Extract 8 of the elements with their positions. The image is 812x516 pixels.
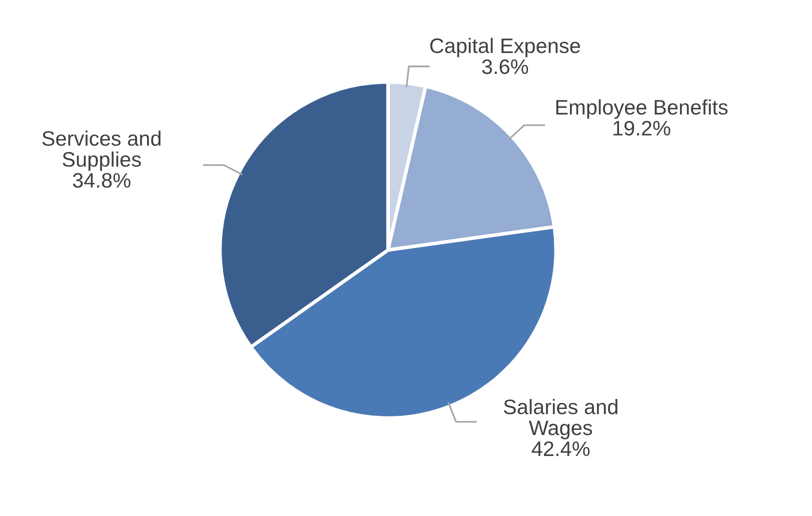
slice-label: Capital Expense [430, 38, 580, 58]
slice-label: Services and Supplies [42, 130, 161, 171]
slice-label: Salaries and Wages [504, 398, 618, 440]
data-label: 3.6% [482, 59, 528, 74]
data-label: 34.8% [72, 172, 130, 188]
data-label: 42.4% [532, 441, 590, 456]
slice-label: Employee Benefits [556, 99, 728, 119]
data-label: 19.2% [614, 120, 670, 136]
